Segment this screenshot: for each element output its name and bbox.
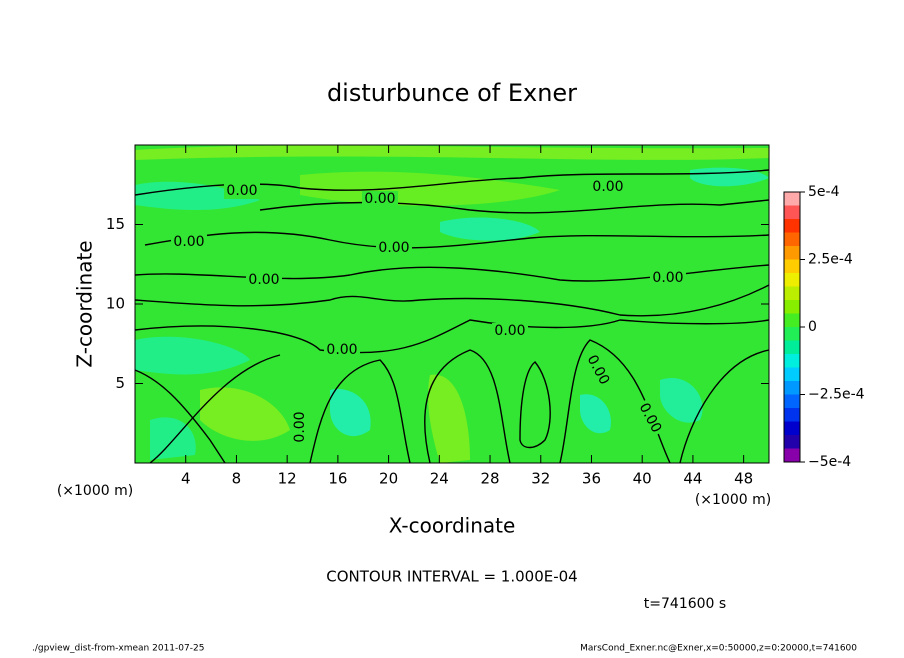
x-tick-label: 8 [232, 470, 242, 488]
field-patch [135, 181, 260, 210]
contour-label: 0.00 [364, 191, 395, 207]
contour-line [149, 354, 281, 464]
x-tick-label: 44 [683, 470, 702, 488]
contour-label: 0.00 [494, 323, 525, 339]
contour-label: 0.00 [652, 270, 683, 286]
field-patch [660, 378, 703, 423]
contour-line [259, 199, 770, 214]
contour-label-bg [590, 179, 626, 195]
x-tick-label: 24 [430, 470, 449, 488]
field-patch [330, 389, 371, 437]
field-patch [135, 336, 250, 375]
contour-label-bg [376, 240, 412, 256]
contour-label-bg [582, 350, 614, 390]
contour-label: 0.00 [248, 272, 279, 288]
colorbar-band [784, 381, 800, 395]
x-unit-label: (×1000 m) [695, 492, 771, 508]
contour-label: 0.00 [326, 342, 357, 358]
colorbar-band [784, 354, 800, 368]
field-patch [428, 374, 470, 463]
contour-label-bg [634, 398, 666, 438]
x-tick-label: 4 [181, 470, 191, 488]
colorbar-band [784, 408, 800, 422]
contour-line [134, 284, 770, 317]
contour-line [424, 349, 511, 464]
y-tick-label: 5 [115, 374, 125, 392]
contour-label: 0.00 [226, 183, 257, 199]
x-tick-label: 32 [531, 470, 550, 488]
x-tick-label: 28 [480, 470, 499, 488]
x-tick-label: 12 [278, 470, 297, 488]
colorbar-band [784, 421, 800, 435]
footer-right: MarsCond_Exner.nc@Exner,x=0:50000,z=0:20… [580, 644, 857, 654]
footer-left: ./gpview_dist-from-xmean 2011-07-25 [32, 644, 204, 654]
colorbar-tick-label: 5e-4 [808, 184, 840, 200]
colorbar-band [784, 313, 800, 327]
contour-label: 0.00 [378, 240, 409, 256]
contour-label: 0.00 [292, 411, 308, 442]
field-patch [440, 217, 540, 241]
colorbar-band [784, 435, 800, 449]
colorbar-band [784, 448, 800, 462]
contour-label-bg [292, 409, 308, 445]
x-tick-label: 16 [328, 470, 347, 488]
contour-line [519, 361, 551, 449]
colorbar-tick-label: −5e-4 [808, 454, 851, 470]
y-tick-label: 10 [106, 295, 125, 313]
colorbar-band [784, 327, 800, 341]
contour-label-bg [246, 272, 282, 288]
colorbar-band [784, 192, 800, 206]
colorbar-band [784, 259, 800, 273]
x-unit-label: (×1000 m) [57, 483, 133, 499]
contour-line [134, 369, 226, 464]
y-axis-label: Z-coordinate [73, 240, 97, 367]
field-patch [200, 387, 290, 441]
contour-line [679, 349, 770, 464]
contour-label-bg [650, 270, 686, 286]
colorbar-band [784, 273, 800, 287]
contour-label-bg [362, 191, 398, 207]
colorbar-tick-label: 0 [808, 319, 817, 335]
contour-label-bg [224, 183, 260, 199]
colorbar-band [784, 340, 800, 354]
field-patch [690, 167, 769, 187]
contour-line [144, 231, 770, 249]
field-patch [580, 394, 611, 434]
colorbar-band [784, 286, 800, 300]
colorbar-band [784, 246, 800, 260]
contour-line [134, 319, 770, 354]
contour-label: 0.00 [592, 179, 623, 195]
contour-line [309, 359, 411, 464]
colorbar-band [784, 205, 800, 219]
colorbar-tick-label: −2.5e-4 [808, 387, 865, 403]
chart-title: disturbunce of Exner [327, 79, 577, 107]
x-tick-label: 20 [379, 470, 398, 488]
contour-interval: CONTOUR INTERVAL = 1.000E-04 [326, 568, 577, 586]
colorbar-tick-label: 2.5e-4 [808, 252, 853, 268]
field-patch [135, 145, 769, 160]
contour-label-bg [324, 342, 360, 358]
y-tick-label: 15 [106, 215, 125, 233]
colorbar-band [784, 394, 800, 408]
contour-label-bg [171, 234, 207, 250]
colorbar-band [784, 219, 800, 233]
x-tick-label: 36 [582, 470, 601, 488]
colorbar-band [784, 300, 800, 314]
time-label: t=741600 s [644, 596, 726, 612]
x-tick-label: 40 [633, 470, 652, 488]
x-axis-label: X-coordinate [389, 514, 516, 538]
contour-label: 0.00 [173, 234, 204, 250]
colorbar-band [784, 367, 800, 381]
contour-label-bg [492, 323, 528, 339]
x-tick-label: 48 [734, 470, 753, 488]
colorbar-band [784, 232, 800, 246]
